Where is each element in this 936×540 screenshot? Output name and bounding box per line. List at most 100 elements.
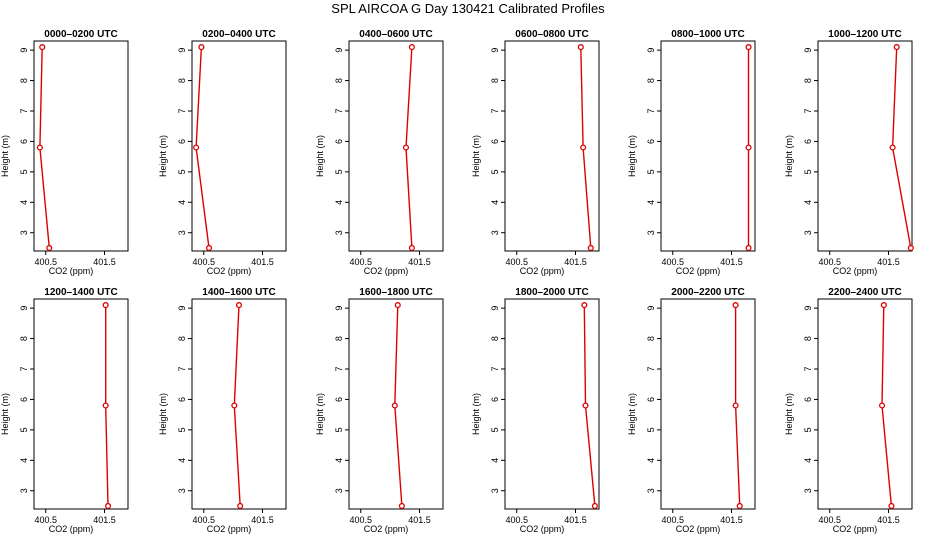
y-tick-label: 7 — [490, 366, 500, 371]
y-tick-label: 7 — [334, 108, 344, 113]
y-axis-label: Height (m) — [627, 135, 637, 177]
x-tick-label: 401.5 — [251, 257, 274, 267]
y-tick-label: 3 — [334, 488, 344, 493]
y-tick-label: 3 — [334, 230, 344, 235]
y-tick-label: 9 — [334, 48, 344, 53]
y-tick-label: 8 — [646, 78, 656, 83]
data-point — [878, 402, 886, 409]
x-tick-label: 401.5 — [408, 515, 431, 525]
y-tick-label: 7 — [646, 108, 656, 113]
y-tick-label: 6 — [490, 397, 500, 402]
y-tick-label: 8 — [803, 78, 813, 83]
y-tick-label: 9 — [803, 306, 813, 311]
y-axis-label: Height (m) — [471, 135, 481, 177]
data-point — [36, 144, 43, 151]
y-tick-label: 5 — [334, 427, 344, 432]
data-point — [46, 244, 53, 252]
y-axis-label: Height (m) — [627, 393, 637, 435]
data-point — [889, 144, 896, 151]
y-tick-label: 3 — [803, 488, 813, 493]
panel-title: 0800–1000 UTC — [671, 29, 744, 40]
x-tick-label: 400.5 — [349, 257, 372, 267]
y-tick-label: 4 — [490, 458, 500, 463]
data-point — [193, 144, 200, 151]
y-tick-label: 7 — [490, 108, 500, 113]
x-tick-label: 400.5 — [34, 257, 57, 267]
y-tick-label: 9 — [19, 48, 29, 53]
y-tick-label: 5 — [19, 427, 29, 432]
x-tick-label: 400.5 — [505, 515, 528, 525]
x-axis-label: CO2 (ppm) — [49, 524, 94, 534]
y-tick-label: 4 — [177, 458, 187, 463]
y-tick-label: 5 — [646, 427, 656, 432]
y-tick-label: 3 — [19, 230, 29, 235]
data-point — [893, 44, 900, 51]
y-tick-label: 6 — [334, 139, 344, 144]
y-tick-label: 5 — [334, 169, 344, 174]
y-tick-label: 3 — [803, 230, 813, 235]
y-tick-label: 9 — [490, 48, 500, 53]
data-point — [577, 44, 584, 51]
y-tick-label: 9 — [19, 306, 29, 311]
data-point — [745, 144, 752, 151]
data-point — [408, 244, 415, 252]
x-tick-label: 400.5 — [661, 257, 684, 267]
plot-frame — [33, 298, 129, 510]
data-point — [205, 244, 213, 252]
y-tick-label: 8 — [177, 336, 187, 341]
data-point — [580, 144, 587, 151]
panel-title: 1600–1800 UTC — [359, 287, 432, 298]
plot-frame — [817, 298, 913, 510]
y-tick-label: 6 — [803, 139, 813, 144]
y-axis-label: Height (m) — [315, 393, 325, 435]
y-tick-label: 4 — [177, 200, 187, 205]
x-axis-label: CO2 (ppm) — [676, 524, 721, 534]
data-point — [402, 144, 410, 151]
plot-frame — [191, 298, 287, 510]
panel-title: 1800–2000 UTC — [515, 287, 588, 298]
y-tick-label: 3 — [19, 488, 29, 493]
y-tick-label: 4 — [803, 458, 813, 463]
y-tick-label: 9 — [490, 306, 500, 311]
y-tick-label: 8 — [490, 336, 500, 341]
y-tick-label: 6 — [646, 139, 656, 144]
x-tick-label: 400.5 — [192, 257, 215, 267]
y-tick-label: 6 — [19, 139, 29, 144]
data-point — [587, 244, 594, 252]
y-tick-label: 3 — [646, 488, 656, 493]
data-point — [732, 402, 739, 409]
panel-title: 1000–1200 UTC — [828, 29, 901, 40]
y-tick-label: 5 — [646, 169, 656, 174]
y-tick-label: 9 — [646, 48, 656, 53]
x-axis-label: CO2 (ppm) — [520, 524, 565, 534]
x-tick-label: 401.5 — [93, 257, 116, 267]
panel-title: 0600–0800 UTC — [515, 29, 588, 40]
x-tick-label: 400.5 — [661, 515, 684, 525]
data-point — [581, 302, 588, 309]
y-tick-label: 5 — [177, 169, 187, 174]
y-tick-label: 5 — [177, 427, 187, 432]
y-tick-label: 8 — [19, 78, 29, 83]
y-tick-label: 6 — [334, 397, 344, 402]
panel-title: 1400–1600 UTC — [202, 287, 275, 298]
y-tick-label: 5 — [490, 169, 500, 174]
y-axis-label: Height (m) — [315, 135, 325, 177]
plot-frame — [348, 40, 444, 252]
data-point — [880, 302, 887, 309]
y-axis-label: Height (m) — [158, 393, 168, 435]
x-axis-label: CO2 (ppm) — [364, 524, 409, 534]
y-tick-label: 3 — [490, 230, 500, 235]
plot-frame — [504, 298, 600, 510]
y-tick-label: 3 — [490, 488, 500, 493]
plot-frame — [660, 298, 756, 510]
y-tick-label: 5 — [490, 427, 500, 432]
x-axis-label: CO2 (ppm) — [833, 524, 878, 534]
y-tick-label: 9 — [177, 48, 187, 53]
